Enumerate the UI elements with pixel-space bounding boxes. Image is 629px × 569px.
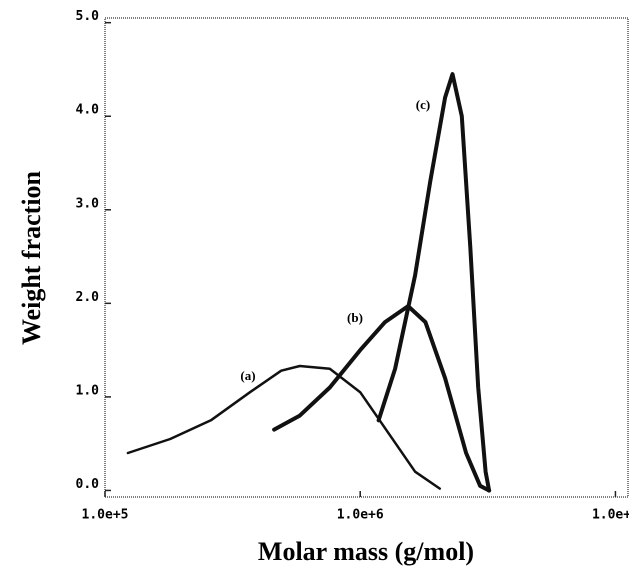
x-tick-label: 1.0e+7 <box>592 508 629 523</box>
series-line <box>126 364 442 490</box>
x-tick-label: 1.0e+5 <box>82 508 129 523</box>
y-tick-label: 2.0 <box>76 290 100 305</box>
y-tick-label: 1.0 <box>76 383 100 398</box>
series-label: (a) <box>240 368 255 383</box>
series-line <box>376 72 492 493</box>
y-tick-label: 5.0 <box>76 9 100 24</box>
plot-frame <box>104 17 629 498</box>
series-line <box>272 304 492 493</box>
x-tick-label: 1.0e+6 <box>337 508 384 523</box>
y-tick-label: 0.0 <box>76 477 100 492</box>
series-label: (c) <box>416 97 430 112</box>
y-tick-label: 4.0 <box>76 103 100 118</box>
x-axis-title: Molar mass (g/mol) <box>258 537 474 566</box>
y-axis-title: Weight fraction <box>17 170 46 345</box>
series-label: (b) <box>347 310 363 325</box>
y-tick-label: 3.0 <box>76 196 100 211</box>
